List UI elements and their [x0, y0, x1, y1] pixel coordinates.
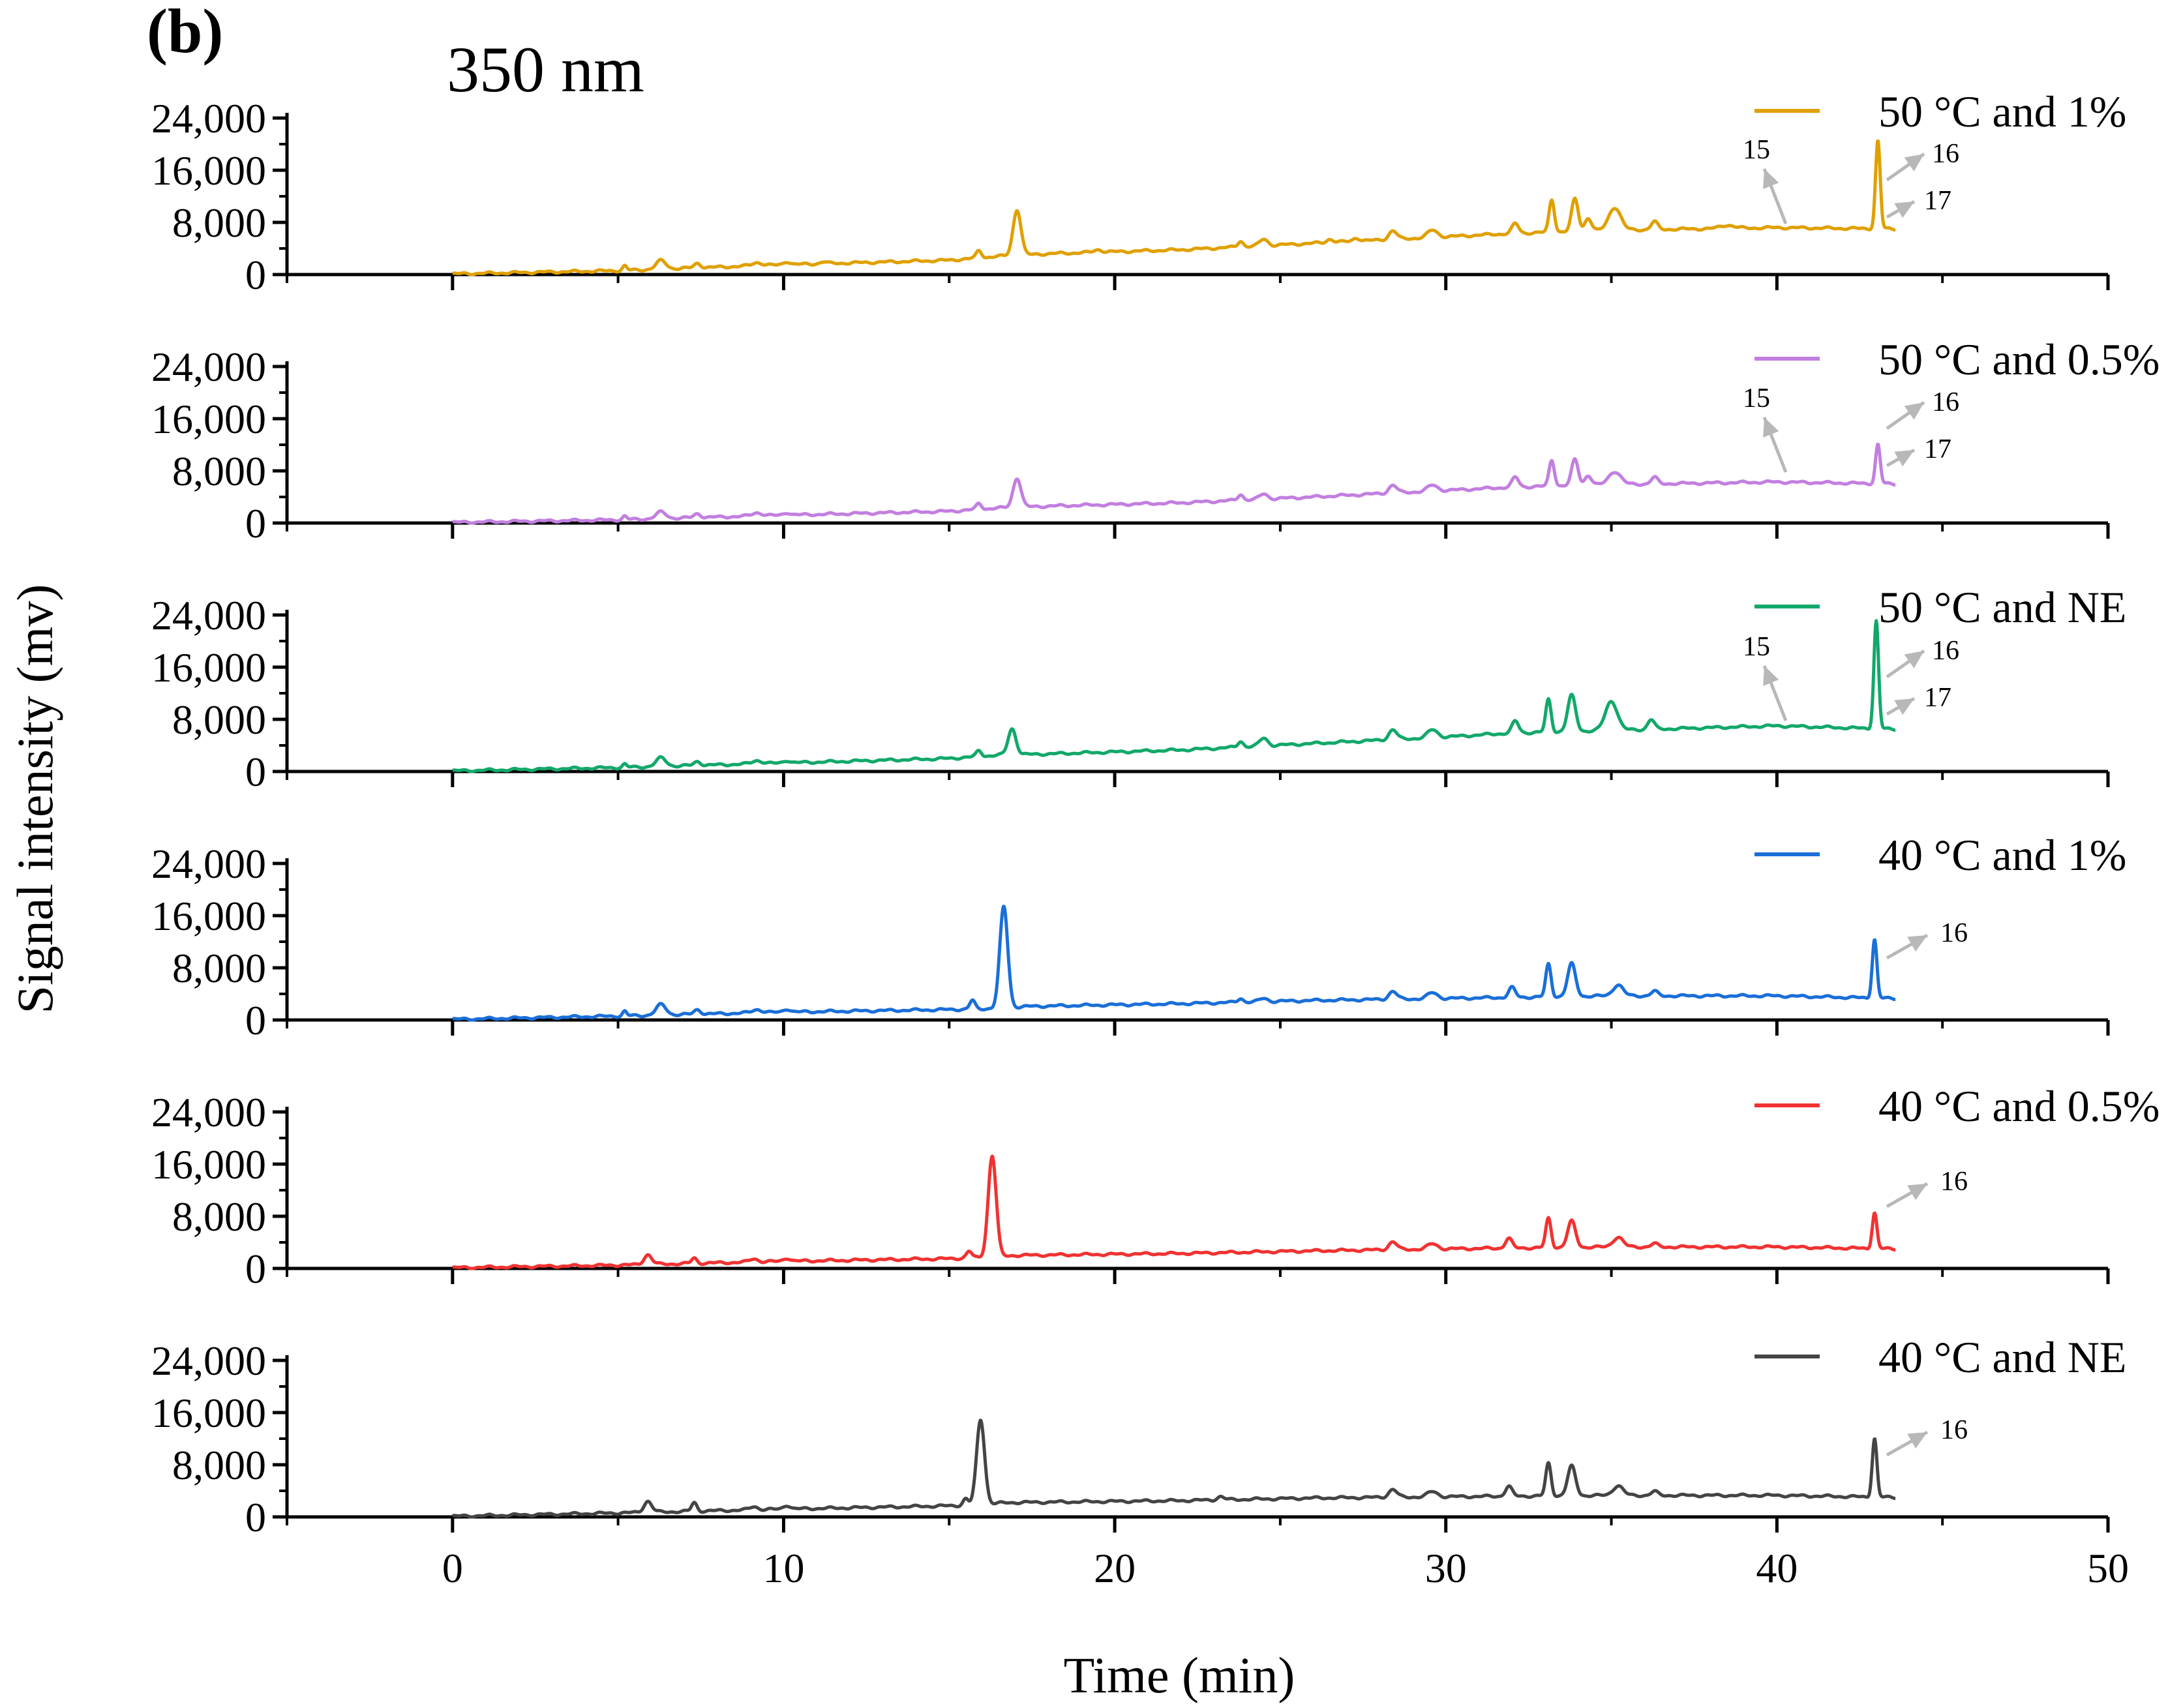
y-tick-label: 24,000: [151, 841, 266, 887]
peak-label: 16: [1932, 139, 1959, 169]
peak-label: 17: [1924, 683, 1951, 713]
annotation-arrow-head: [1763, 169, 1779, 189]
peak-label: 16: [1940, 1415, 1968, 1445]
legend-label: 40 °C and NE: [1878, 1332, 2126, 1382]
x-tick-label: 40: [1756, 1545, 1798, 1591]
y-tick-label: 24,000: [151, 592, 266, 638]
y-tick-label: 8,000: [172, 1442, 266, 1488]
annotation-arrow-head: [1904, 651, 1924, 668]
peak-label: 17: [1924, 186, 1951, 216]
y-tick-label: 0: [245, 500, 266, 547]
annotation-arrow-head: [1763, 417, 1779, 438]
y-tick-label: 0: [245, 1494, 266, 1540]
annotation-arrow-head: [1907, 1184, 1927, 1201]
annotation-arrow-head: [1907, 1432, 1927, 1449]
y-tick-label: 0: [245, 749, 266, 795]
y-tick-label: 16,000: [151, 644, 266, 691]
y-tick-label: 16,000: [151, 1141, 266, 1188]
annotation-arrow-head: [1904, 154, 1924, 172]
series-line: [451, 905, 1897, 1022]
annotation-arrow-head: [1763, 666, 1779, 686]
peak-label: 16: [1940, 1167, 1968, 1197]
y-tick-label: 8,000: [172, 697, 266, 743]
panel-1: 0 8,000 16,000 24,000 50 °C and 1% 15 16 17: [151, 87, 2126, 298]
legend-label: 40 °C and 1%: [1878, 830, 2126, 880]
panel-5: 0 8,000 16,000 24,000 40 °C and 0.5% 16: [151, 1081, 2160, 1292]
y-axis-title: Signal intensity (mv): [7, 584, 63, 1014]
x-tick-label: 30: [1425, 1545, 1467, 1591]
legend-label: 50 °C and NE: [1878, 582, 2126, 632]
y-tick-label: 8,000: [172, 1193, 266, 1240]
y-tick-label: 0: [245, 252, 266, 298]
series-line: [451, 1418, 1897, 1519]
y-tick-label: 24,000: [151, 95, 266, 142]
series-line: [451, 443, 1897, 525]
peak-label: 17: [1924, 434, 1951, 464]
panel-4: 0 8,000 16,000 24,000 40 °C and 1% 16: [151, 830, 2126, 1043]
annotation-arrow-head: [1894, 450, 1914, 467]
annotation-arrow-head: [1894, 202, 1914, 218]
series-line: [451, 139, 1897, 277]
panel-6: 0 8,000 16,000 24,000 40 °C and NE 16: [151, 1332, 2126, 1540]
annotation-arrow-head: [1904, 402, 1924, 420]
peak-label: 15: [1743, 632, 1770, 662]
y-tick-label: 8,000: [172, 200, 266, 246]
y-tick-label: 16,000: [151, 893, 266, 939]
peak-label: 16: [1932, 636, 1959, 666]
y-tick-label: 0: [245, 1246, 266, 1292]
legend-label: 50 °C and 0.5%: [1878, 335, 2160, 384]
x-tick-label: 20: [1094, 1545, 1136, 1591]
y-tick-label: 24,000: [151, 1338, 266, 1384]
x-axis: 0 10 20 30 40 50: [442, 1545, 2129, 1591]
panel-3: 0 8,000 16,000 24,000 50 °C and NE 15 16 17: [151, 582, 2126, 795]
legend-label: 50 °C and 1%: [1878, 87, 2126, 136]
y-tick-label: 24,000: [151, 1089, 266, 1135]
peak-label: 15: [1743, 135, 1770, 165]
peak-label: 16: [1940, 918, 1968, 948]
y-tick-label: 8,000: [172, 448, 266, 494]
x-tick-label: 10: [762, 1545, 804, 1591]
peak-label: 15: [1743, 383, 1770, 413]
legend-label: 40 °C and 0.5%: [1878, 1081, 2160, 1131]
y-tick-label: 0: [245, 997, 266, 1043]
series-line: [451, 619, 1897, 773]
x-tick-label: 0: [442, 1545, 463, 1591]
series-line: [451, 1154, 1897, 1270]
panel-2: 0 8,000 16,000 24,000 50 °C and 0.5% 15 16 17: [151, 335, 2160, 547]
y-tick-label: 16,000: [151, 396, 266, 442]
x-tick-label: 50: [2087, 1545, 2129, 1591]
peak-label: 16: [1932, 387, 1959, 417]
y-tick-label: 24,000: [151, 344, 266, 390]
annotation-arrow-head: [1907, 935, 1927, 952]
y-tick-label: 16,000: [151, 1390, 266, 1436]
x-axis-title: Time (min): [1064, 1647, 1295, 1703]
panels: 0 8,000 16,000 24,000 50 °C and 1% 15 16 17 0 8,0…: [151, 87, 2160, 1540]
annotation-arrow-head: [1894, 698, 1914, 715]
panel-label: (b): [147, 0, 223, 66]
y-tick-label: 16,000: [151, 147, 266, 194]
y-tick-label: 8,000: [172, 945, 266, 991]
wavelength-label: 350 nm: [447, 33, 644, 106]
